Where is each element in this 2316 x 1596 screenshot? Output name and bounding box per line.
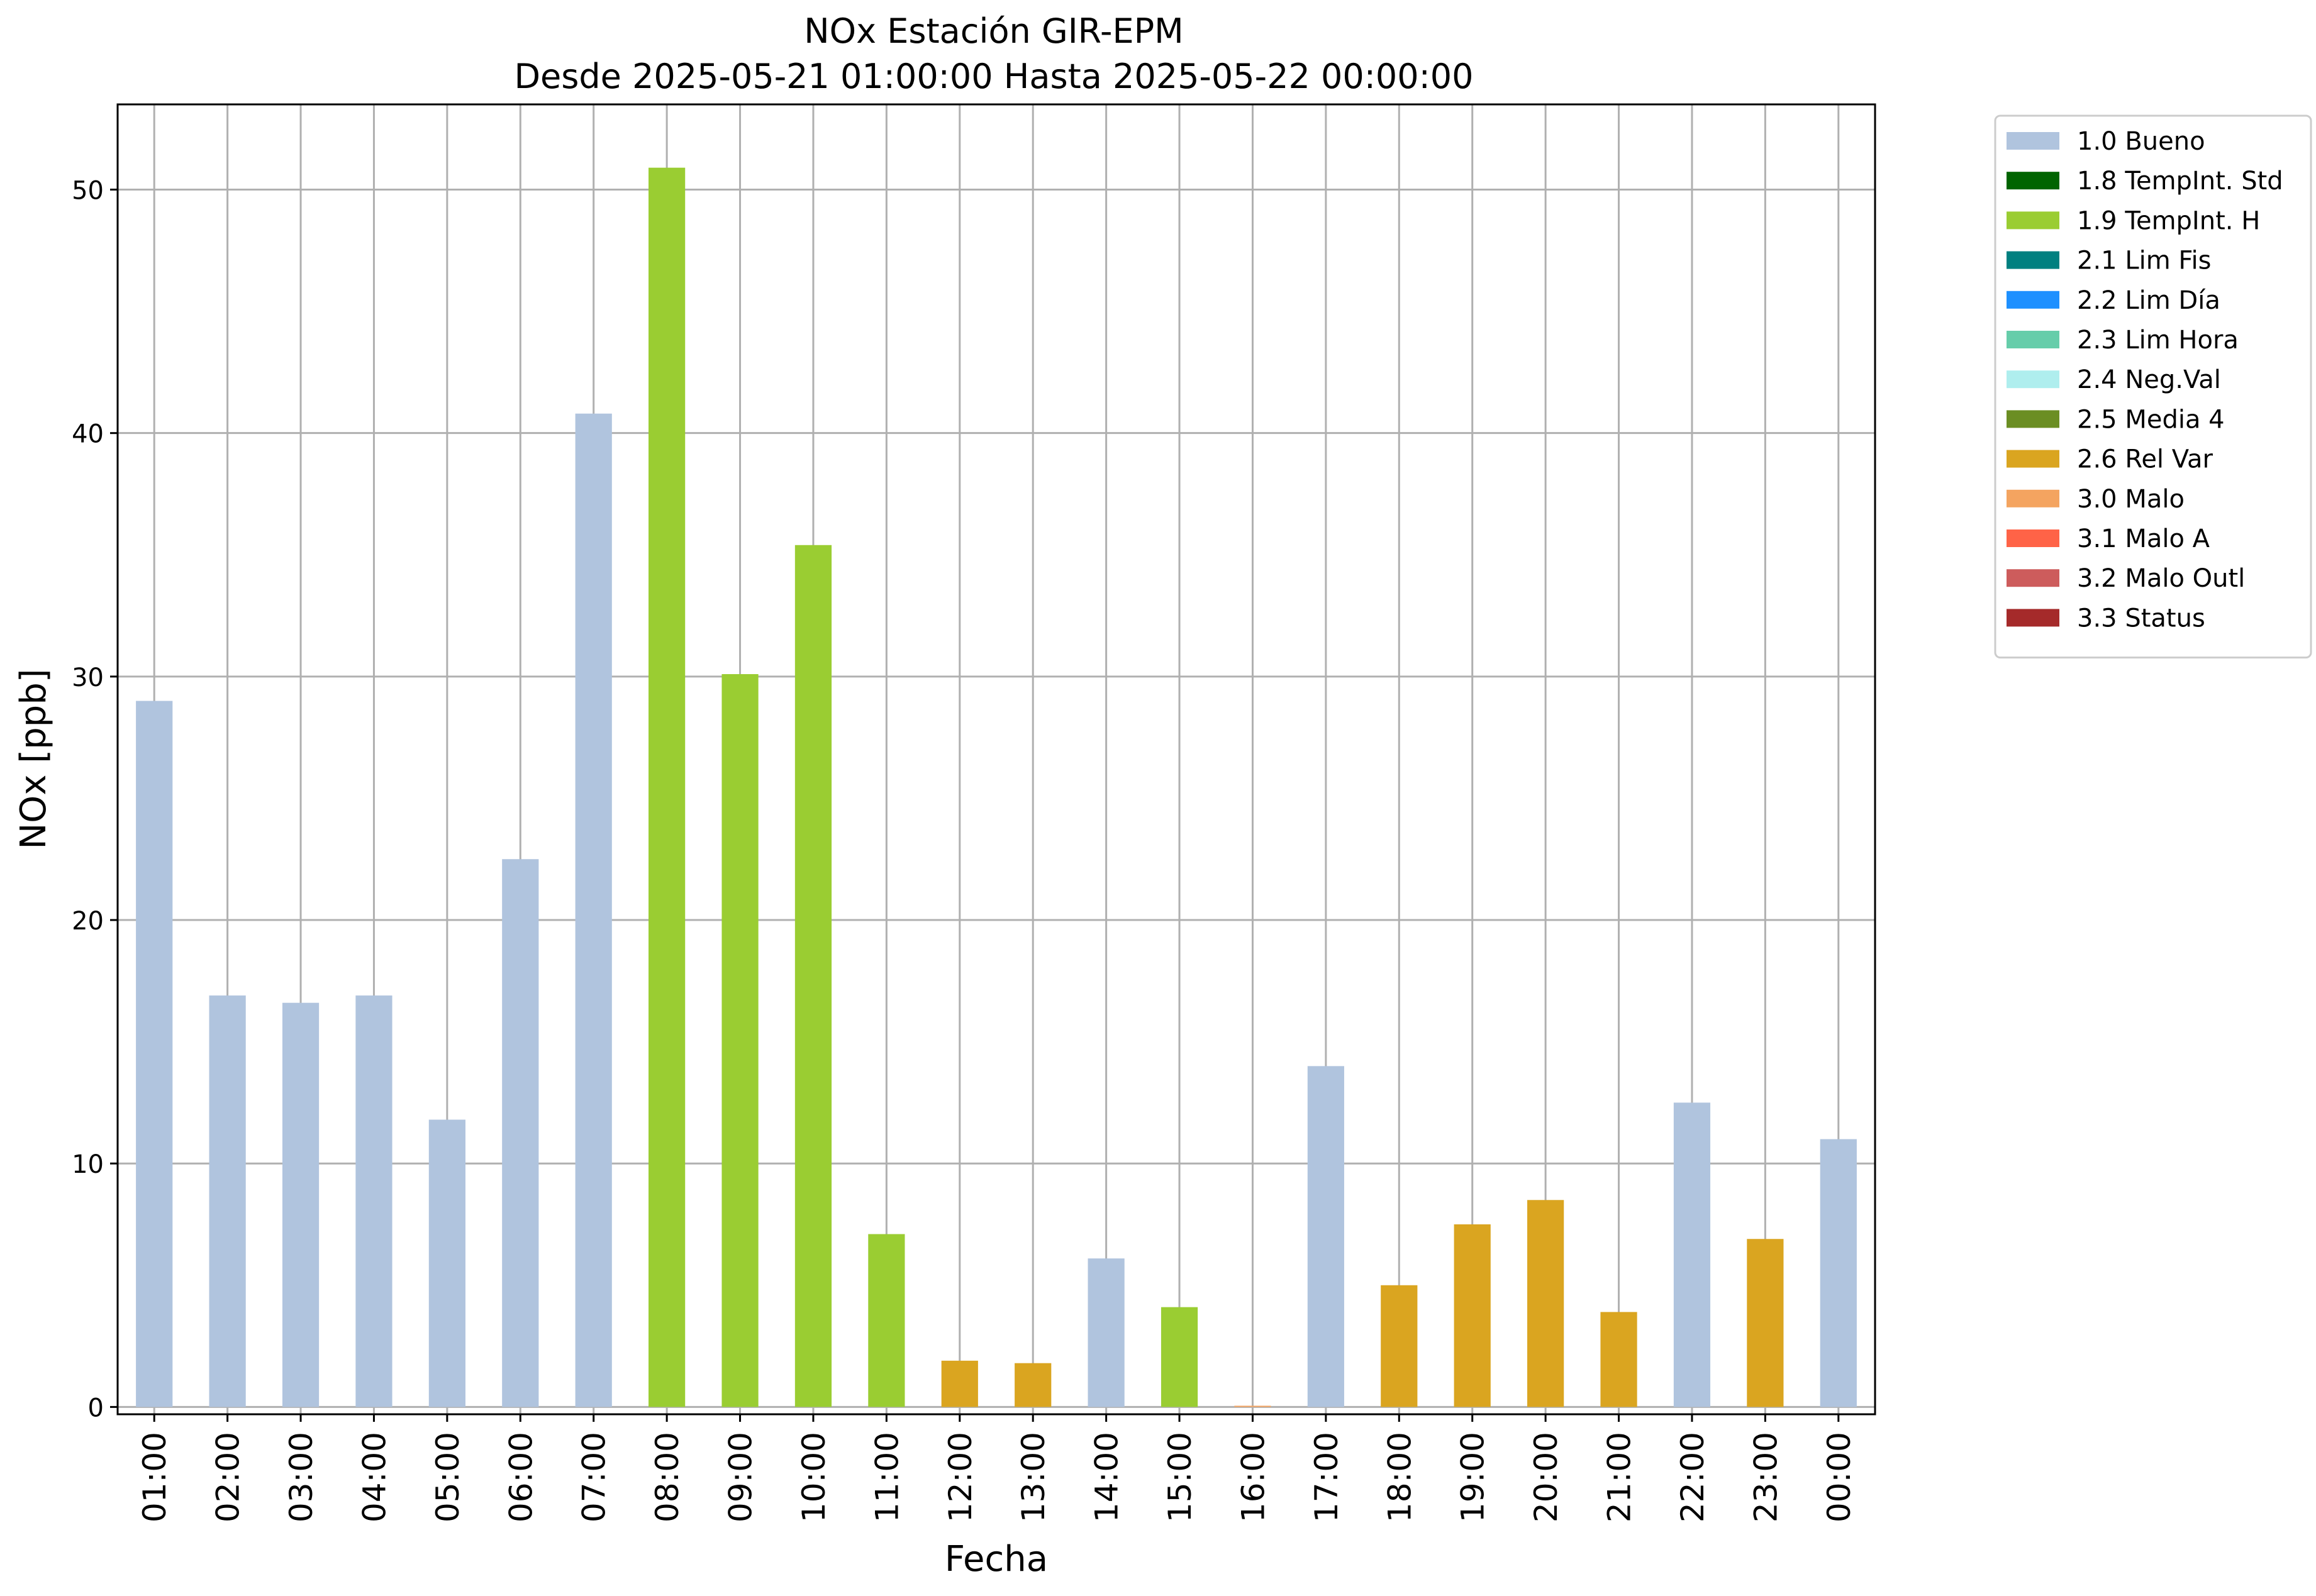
x-tick-label: 01:00 [136,1432,173,1522]
legend-label: 1.8 TempInt. Std [2077,167,2283,196]
legend-label: 3.3 Status [2077,604,2205,633]
x-tick-label: 23:00 [1747,1432,1784,1522]
x-tick-label: 08:00 [649,1432,686,1522]
chart-title-line-2: Desde 2025-05-21 01:00:00 Hasta 2025-05-… [514,57,1473,96]
bar-05:00 [428,1119,465,1407]
x-tick-label: 12:00 [942,1432,979,1522]
legend-label: 2.4 Neg.Val [2077,365,2221,394]
y-tick-label: 0 [88,1394,104,1422]
legend-swatch [2007,172,2059,190]
x-tick-label: 19:00 [1455,1432,1491,1522]
y-tick-label: 10 [72,1150,104,1179]
legend-swatch [2007,489,2059,507]
bar-15:00 [1161,1307,1198,1407]
y-tick-label: 30 [72,663,104,692]
legend-swatch [2007,529,2059,547]
legend-swatch [2007,569,2059,587]
legend-label: 2.6 Rel Var [2077,445,2213,474]
legend-swatch [2007,251,2059,269]
x-tick-label: 00:00 [1821,1432,1857,1522]
legend-label: 1.0 Bueno [2077,127,2205,156]
x-tick-label: 11:00 [869,1432,905,1522]
chart-title-line-1: NOx Estación GIR-EPM [804,11,1184,51]
x-tick-label: 18:00 [1381,1432,1418,1522]
bar-21:00 [1600,1312,1637,1407]
bar-19:00 [1454,1224,1491,1407]
bar-01:00 [136,701,173,1407]
x-axis-label: Fecha [945,1539,1048,1580]
bar-20:00 [1527,1200,1564,1407]
bar-22:00 [1673,1102,1711,1407]
legend: 1.0 Bueno 1.8 TempInt. Std 1.9 TempInt. H 2… [1994,114,2312,659]
bar-04:00 [355,995,392,1407]
axes: 0 10 20 30 40 50 01:00 02:00 03:00 04:00 05:00 06:0… [72,177,1857,1523]
x-tick-label: 10:00 [796,1432,832,1522]
legend-label: 2.3 Lim Hora [2077,326,2239,355]
legend-label: 3.1 Malo A [2077,524,2210,553]
x-tick-label: 09:00 [723,1432,759,1522]
bar-17:00 [1307,1066,1344,1407]
bar-09:00 [721,673,759,1407]
legend-label: 2.1 Lim Fis [2077,247,2211,275]
x-tick-label: 22:00 [1674,1432,1711,1522]
bar-03:00 [282,1002,320,1407]
plot-frame [116,103,1876,1416]
x-tick-label: 17:00 [1308,1432,1345,1522]
x-tick-label: 06:00 [503,1432,539,1522]
x-tick-label: 15:00 [1162,1432,1198,1522]
bar-11:00 [868,1234,905,1407]
bar-16:00 [1234,1405,1271,1407]
x-tick-label: 03:00 [283,1432,320,1522]
legend-frame [1994,114,2312,659]
bar-23:00 [1747,1239,1784,1407]
x-tick-label: 13:00 [1015,1432,1052,1522]
bar-02:00 [209,995,246,1407]
y-tick-label: 40 [72,420,104,449]
legend-swatch [2007,331,2059,348]
x-tick-label: 14:00 [1089,1432,1125,1522]
legend-label: 2.5 Media 4 [2077,405,2225,434]
x-tick-label: 02:00 [210,1432,247,1522]
x-tick-label: 16:00 [1235,1432,1271,1522]
x-tick-label: 04:00 [356,1432,392,1522]
bar-13:00 [1015,1363,1052,1407]
legend-label: 1.9 TempInt. H [2077,206,2260,235]
bar-10:00 [794,545,832,1407]
bars [136,167,1857,1407]
x-tick-label: 21:00 [1601,1432,1638,1522]
legend-swatch [2007,132,2059,150]
bar-12:00 [941,1360,978,1407]
legend-swatch [2007,450,2059,468]
legend-swatch [2007,609,2059,627]
legend-swatch [2007,370,2059,389]
legend-swatch [2007,410,2059,428]
bar-07:00 [575,413,612,1407]
x-tick-label: 07:00 [576,1432,613,1522]
y-tick-label: 50 [72,177,104,206]
bar-14:00 [1088,1258,1125,1407]
legend-swatch [2007,211,2059,230]
bar-00:00 [1820,1139,1857,1407]
y-axis-label: NOx [ppb] [13,668,54,849]
legend-swatch [2007,291,2059,309]
legend-label: 3.0 Malo [2077,485,2185,514]
bar-18:00 [1381,1285,1418,1407]
bar-06:00 [502,859,539,1407]
x-tick-label: 05:00 [430,1432,466,1522]
bar-08:00 [649,167,686,1407]
y-tick-label: 20 [72,907,104,936]
legend-label: 3.2 Malo Outl [2077,564,2245,593]
x-tick-label: 20:00 [1528,1432,1564,1522]
legend-label: 2.2 Lim Día [2077,286,2220,315]
